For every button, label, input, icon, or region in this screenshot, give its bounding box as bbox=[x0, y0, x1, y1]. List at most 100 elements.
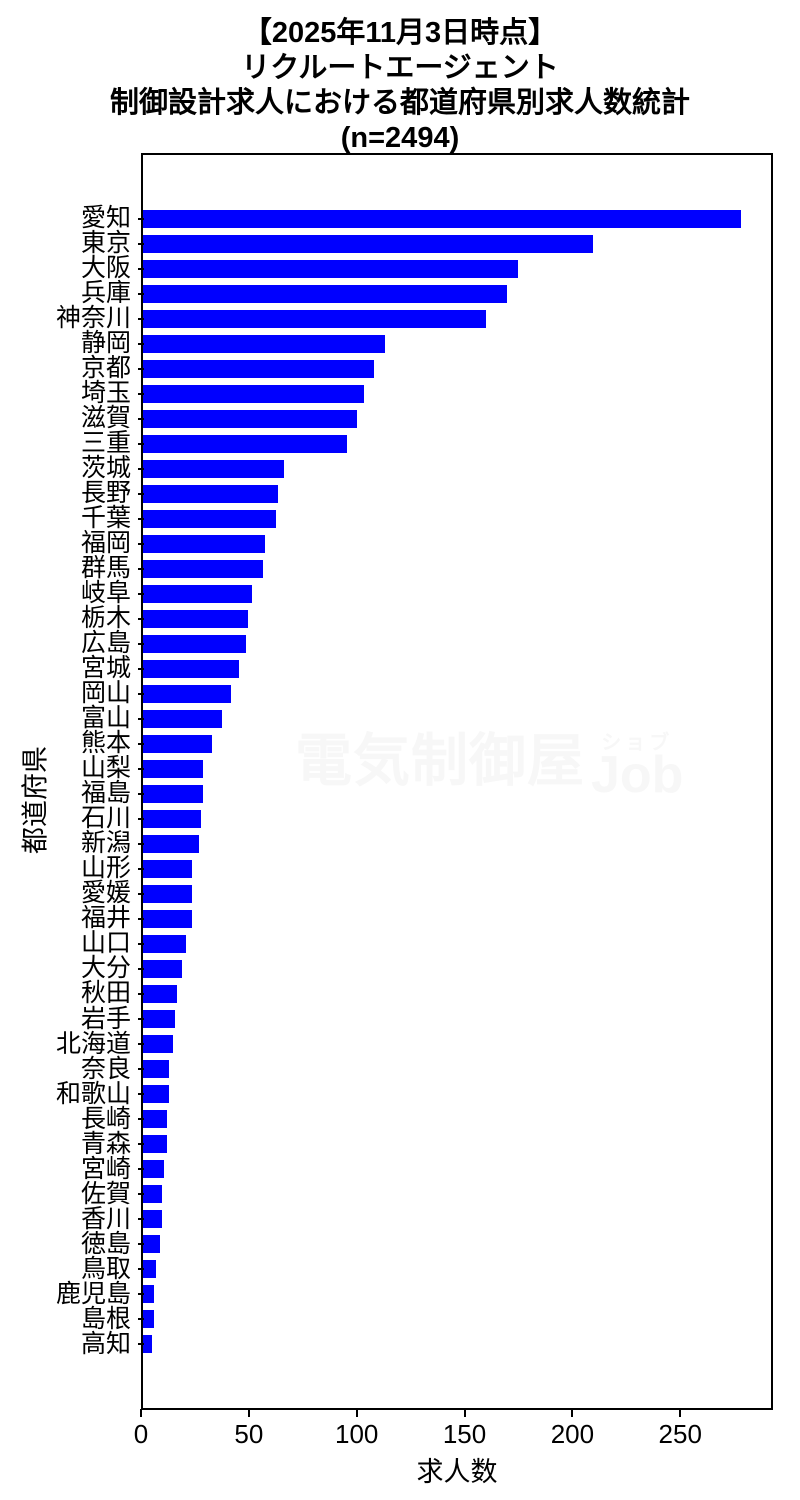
bar bbox=[143, 1110, 167, 1129]
bar bbox=[143, 609, 249, 628]
bar-row: 山梨 bbox=[81, 756, 771, 781]
bar bbox=[143, 1310, 154, 1329]
watermark-latin-text: Job bbox=[591, 746, 684, 804]
bar-row: 神奈川 bbox=[56, 306, 771, 331]
bar bbox=[143, 259, 519, 278]
y-tick-mark bbox=[138, 542, 144, 545]
bar-row: 福井 bbox=[81, 906, 771, 931]
bar-row: 熊本 bbox=[81, 731, 771, 756]
bar bbox=[143, 409, 358, 428]
bar bbox=[143, 884, 193, 903]
y-tick-mark bbox=[138, 1193, 144, 1196]
bar-row: 長野 bbox=[81, 481, 771, 506]
bar-row: 富山 bbox=[81, 706, 771, 731]
bar-row: 福島 bbox=[81, 781, 771, 806]
x-tick-label: 200 bbox=[550, 1419, 595, 1449]
category-label: 茨城 bbox=[80, 454, 131, 483]
bar-row: 岐阜 bbox=[81, 581, 771, 606]
category-label: 神奈川 bbox=[55, 304, 131, 333]
x-tick-mark bbox=[247, 1409, 250, 1417]
bar bbox=[143, 659, 240, 678]
y-tick-mark bbox=[138, 892, 144, 895]
y-tick-mark bbox=[138, 467, 144, 470]
bar bbox=[143, 1210, 163, 1229]
bar bbox=[143, 534, 266, 553]
category-label: 東京 bbox=[80, 229, 131, 258]
bar bbox=[143, 1035, 173, 1054]
category-label: 福井 bbox=[80, 904, 131, 933]
bar-row: 石川 bbox=[81, 806, 771, 831]
category-label: 広島 bbox=[80, 629, 131, 658]
bar-row: 徳島 bbox=[81, 1231, 771, 1257]
y-tick-mark bbox=[138, 742, 144, 745]
y-tick-mark bbox=[138, 1118, 144, 1121]
bar-row: 高知 bbox=[81, 1331, 771, 1357]
y-tick-mark bbox=[138, 592, 144, 595]
x-tick-label: 100 bbox=[334, 1419, 379, 1449]
y-tick-mark bbox=[138, 717, 144, 720]
watermark-ruby-text: ショブ bbox=[601, 732, 674, 754]
x-axis-label: 求人数 bbox=[416, 1457, 498, 1487]
chart-title-line-2: リクルートエージェント bbox=[241, 52, 559, 84]
y-tick-mark bbox=[138, 642, 144, 645]
y-tick-mark bbox=[138, 1268, 144, 1271]
bar bbox=[143, 459, 285, 478]
bar-row: 秋田 bbox=[81, 981, 771, 1006]
bar-row: 新潟 bbox=[81, 831, 771, 856]
y-tick-mark bbox=[138, 1293, 144, 1296]
y-tick-mark bbox=[138, 767, 144, 770]
bar bbox=[143, 859, 193, 878]
chart-title-line-3: 制御設計求人における都道府県別求人数統計 bbox=[109, 87, 690, 119]
y-tick-mark bbox=[138, 917, 144, 920]
bar-row: 宮崎 bbox=[81, 1156, 771, 1182]
bar-row: 栃木 bbox=[81, 606, 771, 631]
bar bbox=[143, 934, 186, 953]
category-label: 大阪 bbox=[80, 254, 131, 283]
category-label: 愛知 bbox=[80, 204, 131, 232]
category-label: 埼玉 bbox=[80, 379, 131, 408]
bar bbox=[143, 1060, 169, 1079]
bar bbox=[143, 434, 347, 453]
y-tick-mark bbox=[138, 342, 144, 345]
bar bbox=[143, 334, 386, 353]
category-label: 奈良 bbox=[80, 1054, 131, 1083]
bar-row: 鹿児島 bbox=[56, 1281, 771, 1307]
y-tick-mark bbox=[138, 242, 144, 245]
y-tick-mark bbox=[138, 967, 144, 970]
category-label: 岩手 bbox=[80, 1004, 131, 1033]
bar bbox=[143, 909, 193, 928]
bar-row: 和歌山 bbox=[56, 1081, 771, 1107]
category-label: 鹿児島 bbox=[55, 1279, 131, 1308]
y-tick-mark bbox=[138, 1168, 144, 1171]
chart-title: 【2025年11月3日時点】 リクルートエージェント 制御設計求人における都道府… bbox=[84, 16, 716, 156]
y-tick-mark bbox=[138, 867, 144, 870]
category-label: 岡山 bbox=[80, 679, 131, 708]
bars-layer: 愛知 東京 大阪 兵庫 神奈川 静岡 京都 埼玉 滋賀 三重 茨城 長野 千葉 福岡 群馬 岐阜 栃木 広島 宮城岡… bbox=[56, 206, 771, 1357]
y-tick-mark bbox=[138, 1318, 144, 1321]
bar bbox=[143, 1085, 169, 1104]
category-label: 福岡 bbox=[80, 529, 131, 558]
category-label: 群馬 bbox=[80, 554, 131, 583]
bar bbox=[143, 734, 212, 753]
category-label: 青森 bbox=[80, 1129, 131, 1158]
category-label: 愛媛 bbox=[80, 879, 131, 908]
bar-row: 香川 bbox=[81, 1206, 771, 1232]
bar-row: 岡山 bbox=[81, 681, 771, 706]
category-label: 秋田 bbox=[80, 979, 131, 1008]
y-tick-mark bbox=[138, 1218, 144, 1221]
bar-row: 岩手 bbox=[81, 1006, 771, 1032]
category-label: 山形 bbox=[80, 854, 131, 883]
category-label: 富山 bbox=[80, 704, 131, 733]
category-label: 石川 bbox=[80, 804, 131, 833]
y-tick-mark bbox=[138, 1018, 144, 1020]
bar-row: 愛媛 bbox=[81, 881, 771, 906]
category-label: 島根 bbox=[80, 1304, 131, 1333]
category-label: 宮崎 bbox=[80, 1154, 131, 1183]
x-tick-label: 50 bbox=[234, 1419, 264, 1449]
bar-row: 広島 bbox=[81, 631, 771, 656]
bar bbox=[143, 234, 594, 253]
y-tick-mark bbox=[138, 367, 144, 370]
bar-row: 鳥取 bbox=[81, 1256, 771, 1282]
bar bbox=[143, 634, 246, 653]
x-tick-mark bbox=[355, 1409, 358, 1417]
